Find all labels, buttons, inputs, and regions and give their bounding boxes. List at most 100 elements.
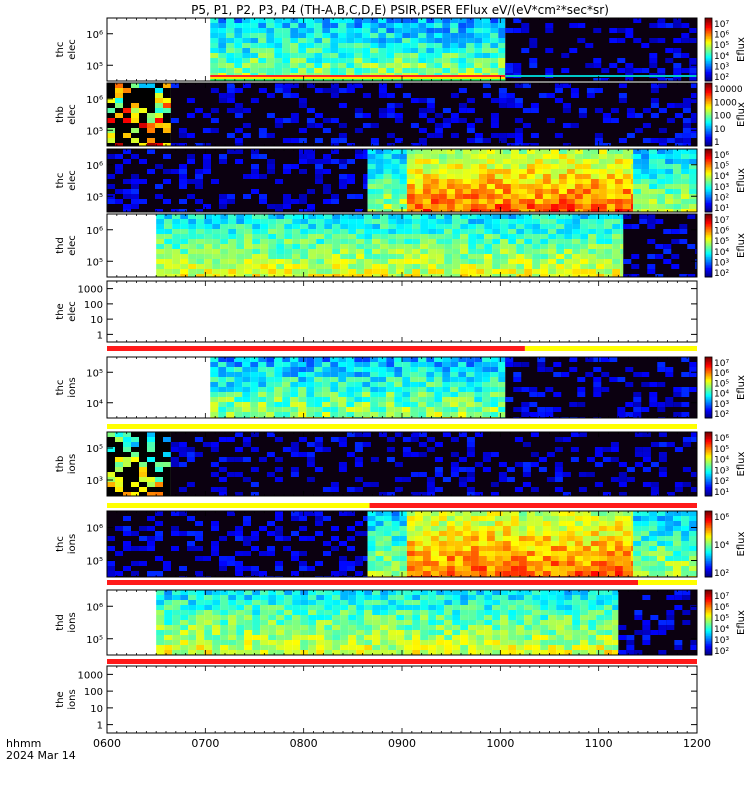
spectrogram-cell [131,571,139,576]
spectrogram-cell [226,68,235,73]
spectrogram-cell [338,357,347,362]
spectrogram-cell [490,33,499,38]
spectrogram-cell [476,254,485,259]
spectrogram-cell [386,133,395,138]
spectrogram-cell [406,551,415,556]
spectrogram-cell [596,229,605,234]
spectrogram-cell [218,58,227,63]
spectrogram-cell [259,551,267,556]
y-tick-label: 10⁵ [86,444,103,455]
spectrogram-cell [434,407,443,412]
spectrogram-cell [529,38,538,43]
spectrogram-cell [548,274,557,277]
spectrogram-cell [394,33,403,38]
colorbar-cell [705,275,712,278]
spectrogram-cell [355,571,363,576]
spectrogram-cell [466,58,475,63]
colorbar-cell [705,405,712,408]
spectrogram-cell [330,93,339,98]
spectrogram-cell [244,254,253,259]
spectrogram-cell [164,244,173,249]
spectrogram-cell [500,239,509,244]
spectrogram-cell [147,447,155,452]
spectrogram-cell [291,511,299,516]
spectrogram-cell [674,482,683,487]
spectrogram-cell [418,48,427,53]
spectrogram-cell [234,38,243,43]
colorbar-cell [705,100,712,103]
colorbar-cell [705,38,712,41]
spectrogram-cell [588,254,597,259]
spectrogram-cell [490,98,499,103]
spectrogram-cell [218,402,227,407]
spectrogram-cell [486,179,495,184]
spectrogram-cell [188,244,197,249]
spectrogram-cell [367,154,376,159]
spectrogram-cell [292,244,301,249]
spectrogram-cell [375,199,384,204]
spectrogram-cell [606,194,615,199]
spectrogram-cell [490,382,499,387]
spectrogram-cell [452,214,461,219]
spectrogram-cell [518,571,527,576]
spectrogram-cell [633,392,642,397]
colorbar-tick-label: 10² [714,477,729,487]
spectrogram-cell [486,526,495,531]
spectrogram-cell [210,387,219,392]
spectrogram-cell [478,154,487,159]
colorbar-tick-label: 10³ [714,400,729,410]
spectrogram-cell [354,357,363,362]
spectrogram-cell [331,159,339,164]
spectrogram-cell [634,128,643,133]
spectrogram-cell [242,437,251,442]
spectrogram-cell [339,541,347,546]
spectrogram-cell [422,179,431,184]
spectrogram-cell [510,526,519,531]
spectrogram-cell [546,118,555,123]
spectrogram-cell [695,249,697,254]
spectrogram-cell [537,357,546,362]
spectrogram-cell [498,397,506,402]
spectrogram-cell [338,362,347,367]
spectrogram-cell [330,58,339,63]
spectrogram-cell [460,259,469,264]
spectrogram-cell [251,164,259,169]
spectrogram-cell [470,204,479,209]
spectrogram-cell [147,536,155,541]
spectrogram-cell [598,189,607,194]
colorbar-cell [705,66,712,69]
colorbar-cell [705,117,712,120]
spectrogram-cell [282,23,291,28]
spectrogram-cell [123,159,131,164]
colorbar-cell [705,214,712,217]
spectrogram-cell [593,382,602,387]
spectrogram-cell [244,264,253,269]
spectrogram-cell [276,224,285,229]
spectrogram-cell [564,254,573,259]
spectrogram-cell [308,239,317,244]
spectrogram-cell [458,467,467,472]
spectrogram-cell [513,362,522,367]
spectrogram-cell [282,38,291,43]
spectrogram-cell [107,108,115,113]
spectrogram-cell [338,377,347,382]
spectrogram-cell [394,432,403,437]
spectrogram-cell [219,204,227,209]
spectrogram-cell [164,224,173,229]
spectrogram-cell [196,224,205,229]
spectrogram-cell [283,546,291,551]
spectrogram-cell [606,149,615,154]
spectrogram-cell [436,224,445,229]
spectrogram-cell [354,462,363,467]
spectrogram-cell [478,526,487,531]
spectrogram-cell [558,209,567,212]
spectrogram-cell [422,536,431,541]
spectrogram-cell [370,18,379,23]
spectrogram-cell [275,209,283,212]
spectrogram-cell [505,362,514,367]
spectrogram-cell [540,224,549,229]
spectrogram-cell [554,447,563,452]
spectrogram-cell [657,194,666,199]
spectrogram-cell [556,254,565,259]
